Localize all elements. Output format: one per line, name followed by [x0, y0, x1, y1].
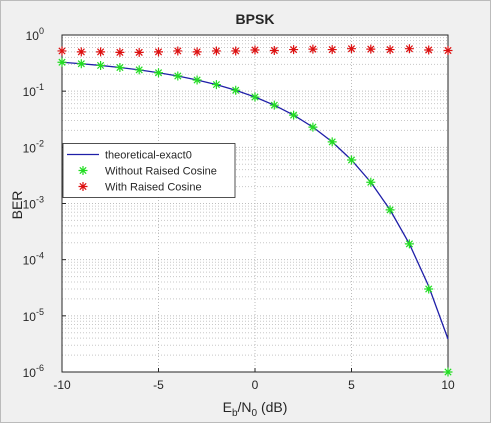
star-marker	[78, 182, 88, 191]
star-marker	[115, 47, 125, 57]
x-label-part: (dB)	[257, 399, 287, 415]
star-marker	[231, 85, 241, 95]
star-marker	[289, 110, 299, 120]
y-tick-exponent: -1	[36, 82, 44, 92]
star-marker	[308, 44, 318, 54]
star-marker	[76, 59, 86, 69]
x-label-subscript: 0	[252, 408, 258, 419]
star-marker	[76, 47, 86, 57]
y-tick-label: 10-2	[23, 138, 44, 155]
star-marker	[250, 92, 260, 102]
y-tick-label: 10-6	[23, 363, 44, 380]
y-tick-exponent: -5	[36, 307, 44, 317]
star-marker	[443, 367, 453, 377]
x-tick-label: -10	[53, 378, 71, 392]
chart-title: BPSK	[236, 11, 275, 27]
star-marker	[385, 45, 395, 55]
y-tick-base: 10	[23, 254, 37, 268]
legend-label: With Raised Cosine	[105, 182, 202, 194]
star-marker	[173, 71, 183, 81]
axes-box	[61, 34, 449, 373]
y-tick-exponent: -3	[36, 195, 44, 205]
star-marker	[308, 122, 318, 132]
legend-box	[62, 143, 236, 198]
star-marker	[154, 47, 163, 57]
legend-label: theoretical-exact0	[105, 150, 192, 162]
star-marker	[443, 45, 453, 55]
x-tick-label: 0	[252, 378, 259, 392]
y-tick-base: 10	[23, 366, 37, 380]
y-tick-label: 10-5	[23, 307, 44, 324]
y-tick-base: 10	[23, 85, 37, 99]
y-tick-label: 10-1	[23, 82, 44, 99]
star-marker	[57, 57, 67, 67]
x-tick-label: 5	[348, 378, 355, 392]
star-marker	[231, 46, 241, 56]
star-marker	[327, 137, 337, 147]
y-tick-base: 10	[26, 29, 40, 43]
y-tick-base: 10	[23, 198, 37, 212]
star-marker	[269, 45, 279, 55]
star-marker	[366, 177, 376, 187]
star-marker	[134, 65, 144, 75]
star-marker	[192, 47, 202, 57]
y-tick-exponent: -6	[36, 363, 44, 373]
star-marker	[289, 45, 299, 55]
y-tick-label: 100	[26, 26, 44, 43]
x-tick-label: -5	[153, 378, 164, 392]
star-marker	[424, 284, 434, 294]
y-tick-label: 10-3	[23, 195, 44, 212]
x-label-part: /N	[238, 399, 252, 415]
y-tick-base: 10	[23, 141, 37, 155]
x-label-subscript: b	[232, 408, 238, 419]
y-tick-base: 10	[23, 310, 37, 324]
x-tick-label: 10	[441, 378, 455, 392]
star-marker	[134, 47, 144, 57]
y-tick-exponent: -2	[36, 138, 44, 148]
star-marker	[347, 44, 356, 54]
star-marker	[347, 155, 356, 165]
star-marker	[269, 100, 279, 110]
star-marker	[115, 62, 125, 72]
star-marker	[404, 44, 414, 54]
star-marker	[96, 47, 106, 57]
star-marker	[173, 46, 183, 56]
star-marker	[154, 68, 163, 78]
star-marker	[385, 205, 395, 215]
y-tick-label: 10-4	[23, 251, 44, 268]
y-tick-exponent: 0	[39, 26, 44, 36]
star-marker	[57, 46, 67, 56]
star-marker	[211, 46, 221, 56]
y-tick-exponent: -4	[36, 251, 44, 261]
star-marker	[327, 45, 337, 55]
star-marker	[211, 80, 221, 90]
star-marker	[424, 45, 434, 55]
star-marker	[78, 166, 88, 175]
star-marker	[250, 45, 260, 55]
x-axis-label: Eb/N0 (dB)	[223, 399, 288, 419]
x-label-part: E	[223, 399, 232, 415]
star-marker	[192, 75, 202, 85]
star-marker	[96, 60, 106, 70]
y-axis-label: BER	[9, 191, 25, 220]
legend-label: Without Raised Cosine	[105, 166, 217, 178]
star-marker	[404, 239, 414, 249]
star-marker	[366, 44, 376, 54]
